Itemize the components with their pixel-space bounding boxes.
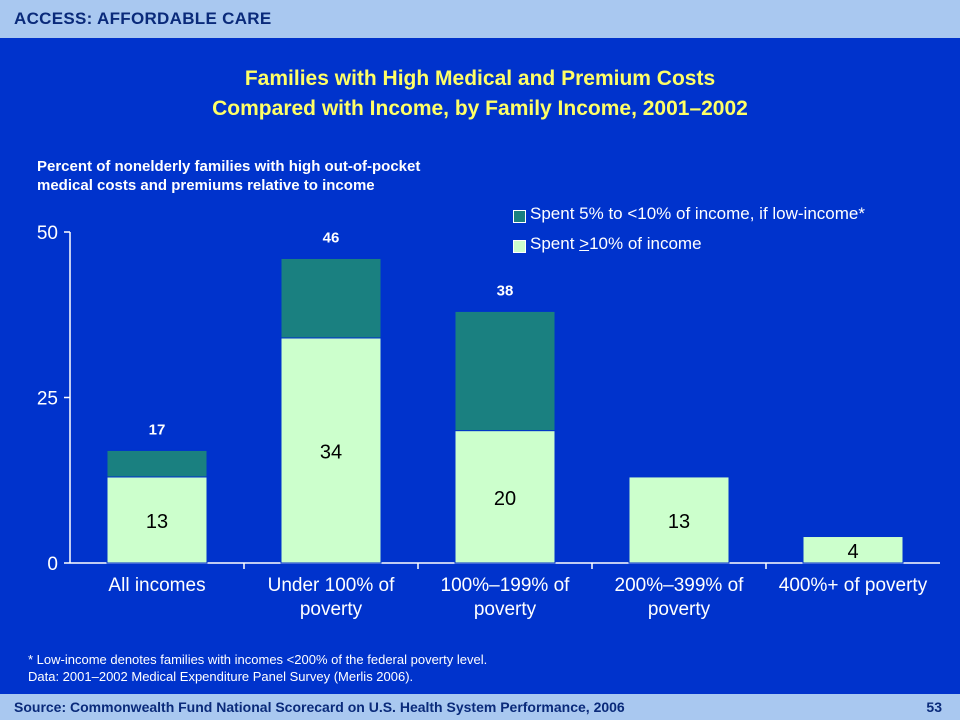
- bar-segment-high: [802, 536, 904, 564]
- y-tick-label: 25: [37, 389, 58, 410]
- footer-bar: Source: Commonwealth Fund National Score…: [0, 694, 960, 720]
- x-category-label: 200%–399% of: [615, 575, 745, 596]
- bar-total-label: 46: [323, 229, 340, 246]
- legend-label-high-suffix: 10% of income: [589, 234, 702, 253]
- bar-value-label: 34: [320, 441, 342, 463]
- chart-subtitle-line-1: Percent of nonelderly families with high…: [37, 158, 421, 175]
- bar-value-label: 13: [146, 511, 168, 533]
- bar-segment-high: [106, 476, 208, 564]
- x-category-label: poverty: [474, 599, 537, 620]
- x-category-label: 400%+ of poverty: [779, 575, 928, 596]
- x-category-label: Under 100% of: [268, 575, 395, 596]
- footnote: * Low-income denotes families with incom…: [28, 651, 728, 685]
- legend-label-high-underline: >: [579, 234, 590, 253]
- bar-segment-high: [628, 476, 730, 564]
- bar-value-label: 13: [668, 511, 690, 533]
- source-note: Source: Commonwealth Fund National Score…: [14, 699, 625, 715]
- chart-bars: [106, 257, 904, 564]
- y-tick-label: 50: [37, 223, 58, 244]
- x-category-label: poverty: [648, 599, 711, 620]
- bar-segment-high: [454, 430, 556, 564]
- legend-swatch-high: [513, 240, 526, 253]
- legend-label-moderate: Spent 5% to <10% of income, if low-incom…: [530, 204, 865, 223]
- section-label: ACCESS: AFFORDABLE CARE: [14, 9, 272, 28]
- chart-labels: 13 17 All incomes 34 46 Under 100% of poverty 2…: [108, 229, 927, 620]
- bar-value-label: 4: [847, 541, 858, 563]
- chart-title: Families with High Medical and Premium C…: [0, 64, 960, 124]
- chart-title-line-1: Families with High Medical and Premium C…: [244, 67, 716, 90]
- bar-total-label: 38: [497, 282, 514, 299]
- footnote-line-2: Data: 2001–2002 Medical Expenditure Pane…: [28, 669, 414, 684]
- legend-label-high: Spent >10% of income: [530, 234, 702, 254]
- bar-segment-moderate: [106, 449, 208, 478]
- x-category-label: All incomes: [108, 575, 205, 596]
- legend-swatch-moderate: [513, 210, 526, 223]
- legend-label-high-prefix: Spent: [530, 234, 580, 253]
- chart-legend: Spent 5% to <10% of income, if low-incom…: [513, 204, 953, 264]
- y-tick-label: 0: [47, 554, 58, 575]
- bar-value-label: 20: [494, 488, 516, 510]
- page-number: 53: [926, 699, 942, 715]
- footnote-line-1: * Low-income denotes families with incom…: [28, 652, 488, 667]
- header-bar: ACCESS: AFFORDABLE CARE: [0, 0, 960, 38]
- chart-subtitle: Percent of nonelderly families with high…: [37, 157, 557, 195]
- bar-segment-moderate: [454, 310, 556, 432]
- bar-total-label: 17: [149, 421, 166, 438]
- legend-item-high: Spent >10% of income: [513, 234, 953, 264]
- bar-segment-moderate: [280, 257, 382, 339]
- chart-title-line-2: Compared with Income, by Family Income, …: [212, 97, 748, 120]
- x-category-label: 100%–199% of: [441, 575, 571, 596]
- x-category-label: poverty: [300, 599, 363, 620]
- chart-subtitle-line-2: medical costs and premiums relative to i…: [37, 177, 375, 194]
- bar-segment-high: [280, 337, 382, 564]
- legend-item-moderate: Spent 5% to <10% of income, if low-incom…: [513, 204, 953, 234]
